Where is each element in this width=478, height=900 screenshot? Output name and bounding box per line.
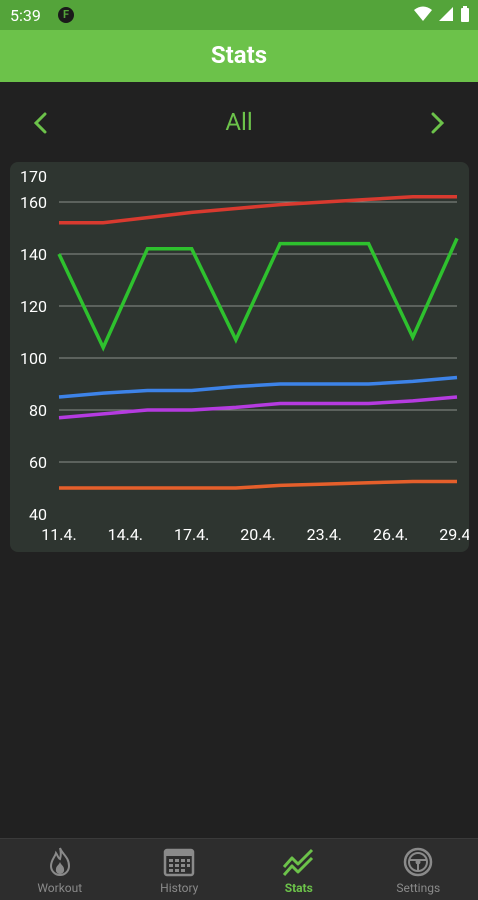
- chevron-left-icon[interactable]: [26, 107, 56, 139]
- y-tick-label: 160: [20, 193, 47, 212]
- app-bar: Stats: [0, 30, 478, 82]
- x-tick-label: 23.4.: [307, 525, 342, 544]
- signal-icon: [439, 7, 453, 21]
- y-tick-label: 80: [29, 401, 47, 420]
- nav-settings[interactable]: Settings: [359, 839, 478, 900]
- battery-icon: [461, 6, 469, 22]
- nav-workout[interactable]: Workout: [0, 839, 120, 900]
- series-line-1: [59, 195, 457, 225]
- status-bar: 5:39 F: [0, 0, 478, 30]
- bottom-navigation: Workout History Stats Settings: [0, 838, 478, 900]
- wifi-icon: [414, 6, 432, 21]
- trend-icon: [282, 848, 313, 876]
- x-tick-label: 20.4.: [240, 525, 275, 544]
- calendar-icon: [164, 848, 195, 877]
- series-line-4: [58, 395, 458, 420]
- nav-label: Workout: [37, 881, 83, 895]
- app-notification-icon: F: [58, 7, 74, 23]
- nav-history[interactable]: History: [120, 839, 240, 900]
- x-tick-label: 14.4.: [108, 525, 143, 544]
- y-tick-label: 40: [29, 505, 47, 524]
- y-tick-label: 140: [20, 245, 47, 264]
- chevron-right-icon[interactable]: [422, 107, 452, 139]
- series-line-5: [59, 479, 457, 490]
- x-tick-label: 11.4.: [41, 525, 76, 544]
- x-tick-label: 29.4.: [439, 525, 469, 544]
- x-tick-label: 17.4.: [174, 525, 209, 544]
- y-tick-label: 120: [20, 297, 47, 316]
- page-title: Stats: [210, 41, 268, 69]
- series-line-2: [57, 237, 459, 352]
- line-chart: 40 60 80 100 120 140 160 170 11.4. 14.4. 17.4. 20.4…: [20, 167, 469, 544]
- status-time: 5:39: [10, 6, 41, 25]
- steering-wheel-icon: [404, 847, 433, 877]
- nav-label: Settings: [396, 881, 441, 895]
- status-icons: [414, 6, 470, 22]
- y-tick-label: 60: [29, 453, 47, 472]
- y-tick-label: 100: [20, 349, 47, 368]
- flame-icon: [49, 847, 70, 876]
- x-tick-label: 26.4.: [373, 525, 408, 544]
- range-selector: All: [0, 100, 478, 146]
- stats-chart: 40 60 80 100 120 140 160 170 11.4. 14.4. 17.4. 20.4…: [10, 162, 469, 552]
- nav-label: Stats: [284, 881, 313, 895]
- range-label[interactable]: All: [225, 108, 253, 136]
- y-tick-label: 170: [20, 167, 47, 186]
- nav-label: History: [160, 881, 199, 895]
- series-line-3: [58, 375, 458, 399]
- nav-stats[interactable]: Stats: [239, 839, 359, 900]
